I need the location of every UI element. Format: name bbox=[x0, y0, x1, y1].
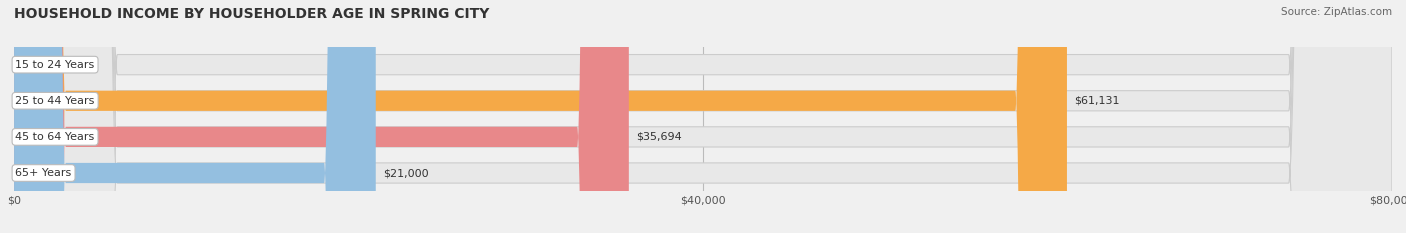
Text: 45 to 64 Years: 45 to 64 Years bbox=[15, 132, 94, 142]
Text: $61,131: $61,131 bbox=[1074, 96, 1119, 106]
Text: $35,694: $35,694 bbox=[636, 132, 682, 142]
FancyBboxPatch shape bbox=[14, 0, 375, 233]
Text: Source: ZipAtlas.com: Source: ZipAtlas.com bbox=[1281, 7, 1392, 17]
FancyBboxPatch shape bbox=[14, 0, 628, 233]
Text: 65+ Years: 65+ Years bbox=[15, 168, 72, 178]
Text: HOUSEHOLD INCOME BY HOUSEHOLDER AGE IN SPRING CITY: HOUSEHOLD INCOME BY HOUSEHOLDER AGE IN S… bbox=[14, 7, 489, 21]
Text: 15 to 24 Years: 15 to 24 Years bbox=[15, 60, 94, 70]
FancyBboxPatch shape bbox=[14, 0, 1067, 233]
FancyBboxPatch shape bbox=[14, 0, 1392, 233]
FancyBboxPatch shape bbox=[14, 0, 1392, 233]
FancyBboxPatch shape bbox=[14, 0, 1392, 233]
Text: $0: $0 bbox=[21, 60, 35, 70]
Text: 25 to 44 Years: 25 to 44 Years bbox=[15, 96, 94, 106]
Text: $21,000: $21,000 bbox=[382, 168, 429, 178]
FancyBboxPatch shape bbox=[14, 0, 1392, 233]
